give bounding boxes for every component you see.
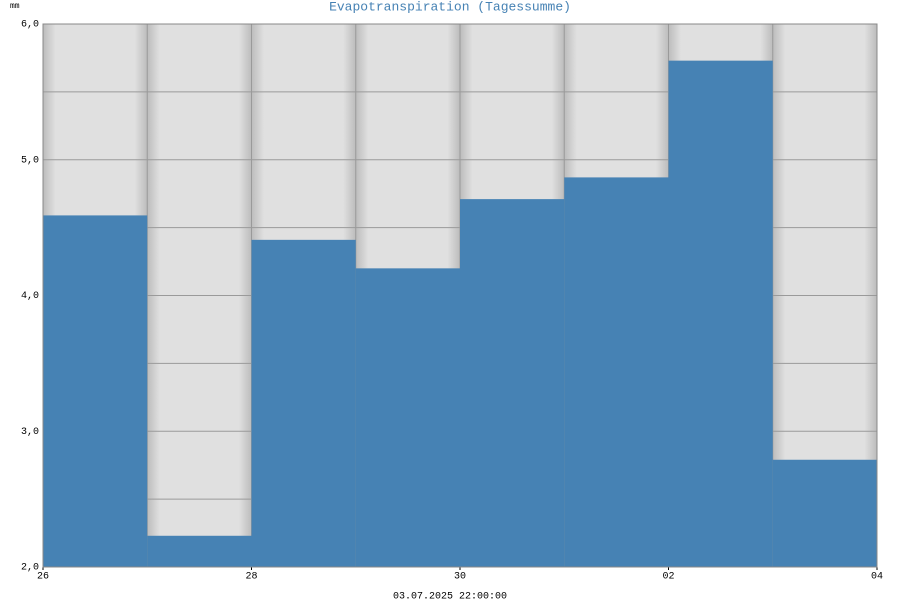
bar	[668, 60, 773, 568]
y-tick-label: 2,0	[21, 563, 39, 574]
x-tick-label: 30	[454, 572, 466, 583]
chart-title: Evapotranspiration (Tagessumme)	[329, 0, 571, 14]
bar	[147, 535, 252, 567]
bar	[460, 199, 565, 567]
x-tick-label: 02	[662, 572, 674, 583]
bar	[43, 215, 148, 567]
x-tick-label: 28	[245, 572, 257, 583]
x-tick-label: 26	[37, 572, 49, 583]
y-tick-label: 6,0	[21, 20, 39, 31]
y-tick-label: 5,0	[21, 155, 39, 166]
bar	[772, 459, 877, 567]
y-unit: mm	[10, 2, 20, 11]
bar	[355, 268, 460, 567]
x-axis-label: 03.07.2025 22:00:00	[393, 592, 507, 600]
y-tick-label: 4,0	[21, 291, 39, 302]
bar	[564, 177, 669, 567]
x-tick-label: 04	[871, 572, 883, 583]
bar	[251, 239, 356, 567]
y-tick-label: 3,0	[21, 427, 39, 438]
plot-frame	[42, 23, 878, 568]
